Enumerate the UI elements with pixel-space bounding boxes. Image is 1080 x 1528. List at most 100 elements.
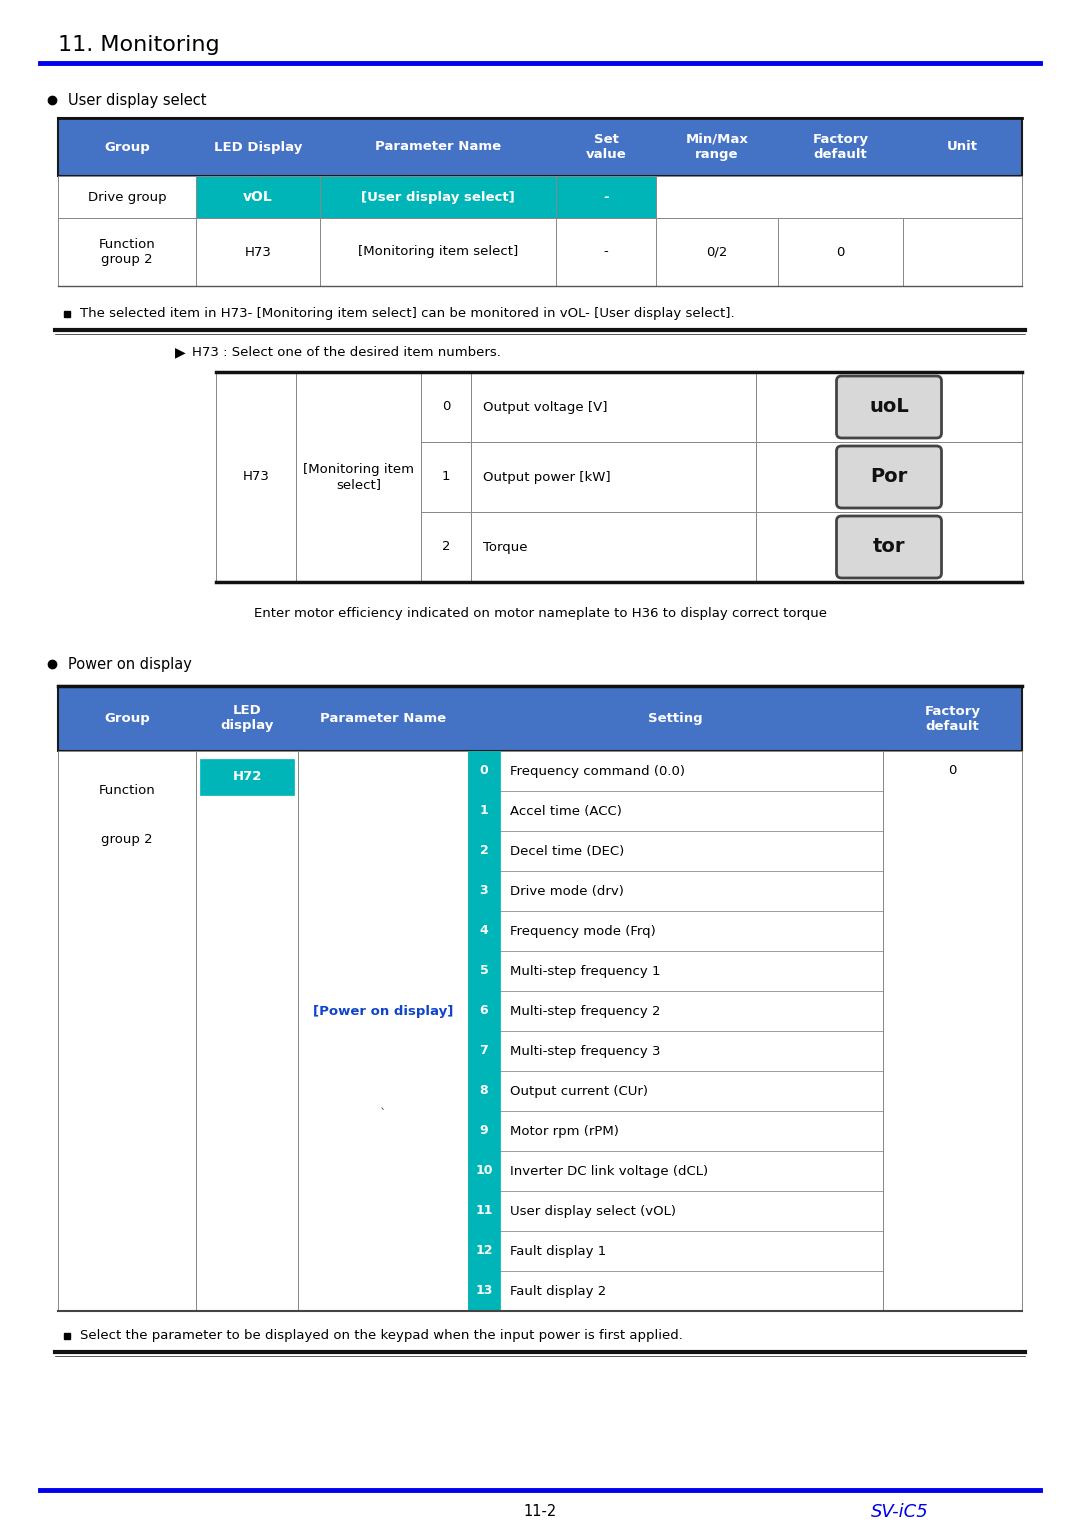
Text: User display select: User display select bbox=[68, 93, 206, 107]
Bar bbox=[468, 911, 883, 950]
Bar bbox=[58, 176, 1022, 219]
Text: -: - bbox=[604, 191, 609, 203]
Text: 3: 3 bbox=[480, 885, 488, 897]
Text: Group: Group bbox=[104, 141, 150, 153]
Text: H72: H72 bbox=[232, 770, 261, 784]
Text: Parameter Name: Parameter Name bbox=[320, 712, 446, 724]
Text: 0: 0 bbox=[948, 764, 957, 778]
Bar bbox=[468, 1271, 500, 1311]
Text: LED
display: LED display bbox=[220, 704, 273, 732]
Bar bbox=[468, 871, 883, 911]
Text: Torque: Torque bbox=[483, 541, 527, 553]
Text: Setting: Setting bbox=[648, 712, 703, 724]
Text: tor: tor bbox=[873, 538, 905, 556]
Text: 5: 5 bbox=[480, 964, 488, 978]
Bar bbox=[468, 1190, 883, 1232]
Text: 9: 9 bbox=[480, 1125, 488, 1137]
Bar bbox=[756, 442, 1022, 512]
Bar bbox=[468, 831, 500, 871]
Text: Por: Por bbox=[870, 468, 907, 486]
Bar bbox=[468, 1111, 883, 1151]
Text: 10: 10 bbox=[475, 1164, 492, 1178]
Text: Output power [kW]: Output power [kW] bbox=[483, 471, 610, 483]
Text: User display select (vOL): User display select (vOL) bbox=[510, 1204, 676, 1218]
Text: Drive mode (drv): Drive mode (drv) bbox=[510, 885, 624, 897]
Bar bbox=[468, 750, 500, 792]
Bar bbox=[468, 950, 883, 992]
Text: 1: 1 bbox=[480, 805, 488, 817]
Text: H73 : Select one of the desired item numbers.: H73 : Select one of the desired item num… bbox=[192, 345, 501, 359]
Text: 0/2: 0/2 bbox=[706, 246, 728, 258]
Text: [Monitoring item select]: [Monitoring item select] bbox=[357, 246, 518, 258]
FancyBboxPatch shape bbox=[837, 516, 942, 578]
Text: 12: 12 bbox=[475, 1244, 492, 1258]
Text: `: ` bbox=[380, 1108, 387, 1122]
Text: Accel time (ACC): Accel time (ACC) bbox=[510, 805, 622, 817]
Bar bbox=[296, 371, 421, 582]
Bar bbox=[756, 512, 1022, 582]
Text: Select the parameter to be displayed on the keypad when the input power is first: Select the parameter to be displayed on … bbox=[80, 1329, 683, 1343]
Text: The selected item in H73- [Monitoring item select] can be monitored in vOL- [Use: The selected item in H73- [Monitoring it… bbox=[80, 307, 734, 321]
Text: Fault display 1: Fault display 1 bbox=[510, 1244, 606, 1258]
Text: 0: 0 bbox=[442, 400, 450, 414]
Text: Multi-step frequency 1: Multi-step frequency 1 bbox=[510, 964, 661, 978]
Bar bbox=[200, 759, 294, 795]
Bar bbox=[471, 442, 756, 512]
Bar bbox=[468, 1232, 500, 1271]
Bar bbox=[468, 911, 500, 950]
Bar bbox=[58, 219, 1022, 286]
Text: group 2: group 2 bbox=[102, 833, 152, 845]
Text: 13: 13 bbox=[475, 1285, 492, 1297]
Bar bbox=[468, 1151, 883, 1190]
Bar bbox=[471, 371, 756, 442]
Text: Multi-step frequency 3: Multi-step frequency 3 bbox=[510, 1045, 661, 1057]
Text: Set
value: Set value bbox=[585, 133, 626, 160]
Text: 2: 2 bbox=[480, 845, 488, 857]
Bar bbox=[468, 1190, 500, 1232]
Text: Min/Max
range: Min/Max range bbox=[686, 133, 748, 160]
Bar bbox=[468, 1071, 500, 1111]
Text: Factory
default: Factory default bbox=[924, 704, 981, 732]
Bar bbox=[468, 1232, 883, 1271]
Text: vOL: vOL bbox=[243, 189, 273, 205]
Text: [Power on display]: [Power on display] bbox=[313, 1004, 454, 1018]
Bar bbox=[468, 1111, 500, 1151]
Bar bbox=[320, 176, 556, 219]
Bar bbox=[468, 992, 500, 1031]
Bar bbox=[195, 750, 298, 1311]
Text: Inverter DC link voltage (dCL): Inverter DC link voltage (dCL) bbox=[510, 1164, 708, 1178]
Text: H73: H73 bbox=[243, 471, 269, 483]
Text: Power on display: Power on display bbox=[68, 657, 192, 671]
Text: Parameter Name: Parameter Name bbox=[375, 141, 501, 153]
Text: Factory
default: Factory default bbox=[812, 133, 868, 160]
Text: Frequency command (0.0): Frequency command (0.0) bbox=[510, 764, 685, 778]
Bar bbox=[468, 1151, 500, 1190]
Bar bbox=[756, 371, 1022, 442]
Bar bbox=[195, 176, 320, 219]
Text: LED Display: LED Display bbox=[214, 141, 302, 153]
Bar bbox=[468, 871, 500, 911]
FancyBboxPatch shape bbox=[837, 376, 942, 439]
Bar bbox=[468, 1031, 883, 1071]
Text: Output voltage [V]: Output voltage [V] bbox=[483, 400, 607, 414]
Text: Drive group: Drive group bbox=[87, 191, 166, 203]
Bar bbox=[468, 992, 883, 1031]
Text: [User display select]: [User display select] bbox=[361, 191, 515, 203]
Text: 7: 7 bbox=[480, 1045, 488, 1057]
Text: Enter motor efficiency indicated on motor nameplate to H36 to display correct to: Enter motor efficiency indicated on moto… bbox=[254, 608, 826, 620]
Text: Output current (CUr): Output current (CUr) bbox=[510, 1085, 648, 1097]
Text: -: - bbox=[604, 246, 608, 258]
Text: 1: 1 bbox=[442, 471, 450, 483]
Text: 4: 4 bbox=[480, 924, 488, 938]
Bar bbox=[468, 831, 883, 871]
Bar bbox=[298, 750, 468, 1311]
Text: Unit: Unit bbox=[947, 141, 978, 153]
Text: Multi-step frequency 2: Multi-step frequency 2 bbox=[510, 1004, 661, 1018]
Text: 11: 11 bbox=[475, 1204, 492, 1218]
Bar bbox=[421, 371, 471, 442]
Text: 6: 6 bbox=[480, 1004, 488, 1018]
Text: Group: Group bbox=[104, 712, 150, 724]
Text: ▶: ▶ bbox=[175, 345, 186, 359]
Text: 11-2: 11-2 bbox=[524, 1505, 556, 1519]
Bar bbox=[468, 1031, 500, 1071]
